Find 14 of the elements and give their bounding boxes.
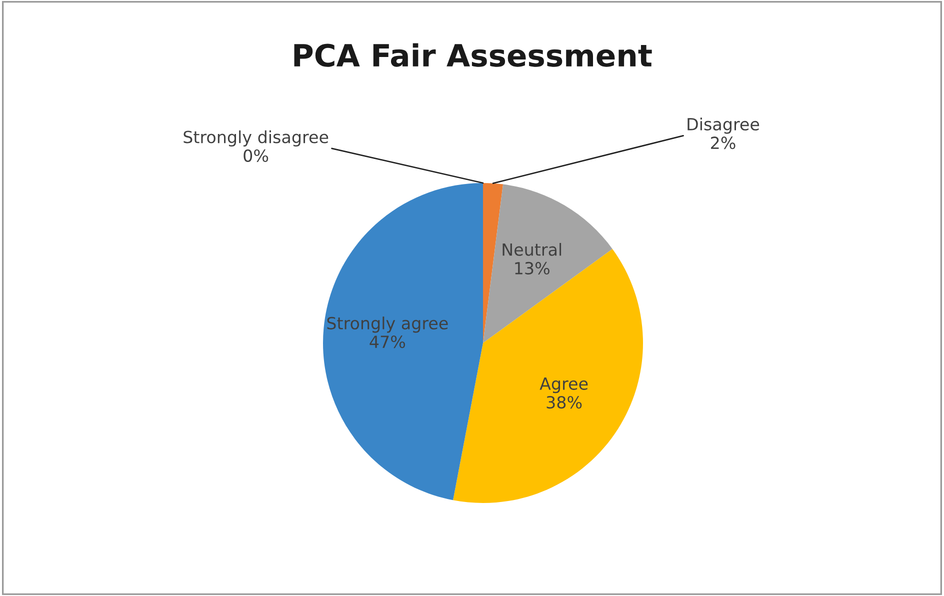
data-label: 38% (546, 396, 582, 409)
slice-label: Agree (540, 378, 588, 394)
pie-slice (483, 184, 612, 343)
pie-slice (323, 183, 483, 500)
text: 0% (244, 149, 268, 162)
data-label: 2% (711, 136, 736, 150)
data-label: 13% (515, 262, 550, 275)
category-label: Strongly disagree (184, 130, 328, 147)
pie-slice (483, 183, 504, 343)
slice-label: Disagree (688, 118, 760, 134)
slice-label: Strongly agree (327, 316, 448, 333)
chart-title: PCA Fair Assessment (294, 43, 652, 67)
data-label: 47% (370, 336, 406, 348)
slice-label: Neutral (502, 242, 562, 256)
